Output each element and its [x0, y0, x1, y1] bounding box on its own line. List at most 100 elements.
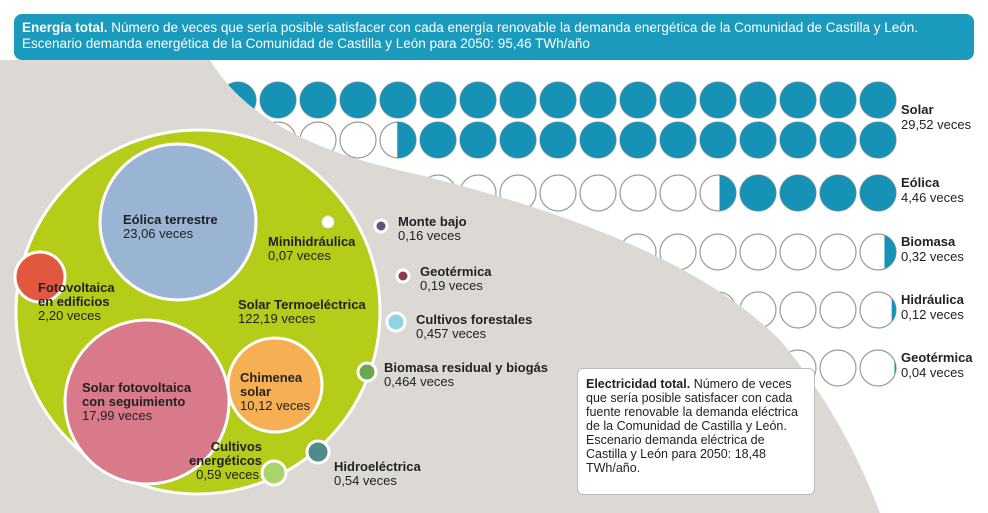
bubble-label: Biomasa residual y biogás: [384, 360, 548, 375]
pictogram-fill: [820, 122, 856, 158]
banner-text: Número de veces que sería posible satisf…: [111, 20, 919, 35]
pictogram-circle: [859, 349, 897, 387]
pictogram-fill: [500, 82, 536, 118]
pictogram-value: 29,52 veces: [901, 117, 972, 132]
bubble-label: Chimenea solar: [240, 370, 303, 399]
pictogram-fill: [780, 175, 816, 211]
pictogram-fill: [580, 82, 616, 118]
pictogram-fill: [780, 82, 816, 118]
bubble: [395, 268, 411, 284]
bubble-label: Hidroeléctrica: [334, 459, 421, 474]
pictogram-circle: [819, 291, 857, 329]
bubble: [321, 215, 335, 229]
pictogram-fill: [380, 82, 416, 118]
bubble: [385, 311, 407, 333]
pictogram-fill: [719, 175, 736, 211]
bubble-label: Fotovoltaica en edificios: [38, 280, 115, 309]
pictogram-fill: [860, 122, 896, 158]
bubble-value: 0,54 veces: [334, 473, 397, 488]
bubble-value: 122,19 veces: [238, 311, 316, 326]
pictogram-fill: [540, 122, 576, 158]
pictogram-value: 4,46 veces: [901, 190, 964, 205]
bubble-value: 0,464 veces: [384, 374, 455, 389]
pictogram-circle: [539, 174, 577, 212]
pictogram-fill: [740, 82, 776, 118]
pictogram-label: Geotérmica: [901, 350, 973, 365]
pictogram-value: 0,04 veces: [901, 365, 964, 380]
pictogram-circle: [779, 233, 817, 271]
bubble-value: 2,20 veces: [38, 308, 101, 323]
note-bold: Electricidad total.: [586, 377, 691, 391]
bubble: [305, 439, 331, 465]
bubble: [260, 459, 288, 487]
bubble-value: 0,457 veces: [416, 326, 487, 341]
bubble-label: Cultivos forestales: [416, 312, 532, 327]
pictogram-circle: [819, 349, 857, 387]
pictogram-value: 0,12 veces: [901, 307, 964, 322]
pictogram-circle: [339, 121, 377, 159]
pictogram-label: Eólica: [901, 175, 940, 190]
bubble-value: 0,59 veces: [196, 467, 259, 482]
pictogram-circle: [699, 233, 737, 271]
pictogram-fill: [740, 122, 776, 158]
bubble-value: 0,19 veces: [420, 278, 483, 293]
pictogram-fill: [860, 175, 896, 211]
pictogram-circle: [859, 291, 897, 329]
pictogram-circle: [779, 291, 817, 329]
pictogram-fill: [740, 175, 776, 211]
bubble-label: Cultivos energéticos: [189, 439, 262, 468]
pictogram-label: Biomasa: [901, 234, 956, 249]
bubble-value: 0,16 veces: [398, 228, 461, 243]
pictogram-fill: [700, 122, 736, 158]
pictogram-fill: [894, 360, 896, 376]
bubble-label: Eólica terrestre: [123, 212, 218, 227]
bubble: [13, 250, 67, 304]
pictogram-fill: [620, 82, 656, 118]
bubble: [226, 336, 324, 434]
pictogram-fill: [300, 82, 336, 118]
pictogram-fill: [397, 122, 416, 158]
pictogram-fill: [620, 122, 656, 158]
banner: Energía total. Número de veces que sería…: [14, 14, 974, 60]
bubble-label: Monte bajo: [398, 214, 467, 229]
pictogram-fill: [891, 298, 896, 322]
pictogram-label: Solar: [901, 102, 934, 117]
bubble-value: 17,99 veces: [82, 408, 153, 423]
pictogram-circle: [739, 233, 777, 271]
pictogram-circle: [659, 174, 697, 212]
bubble-label: Solar Termoeléctrica: [238, 297, 366, 312]
pictogram-fill: [580, 122, 616, 158]
pictogram-circle: [819, 233, 857, 271]
pictogram-fill: [540, 82, 576, 118]
bubble-label: Geotérmica: [420, 264, 492, 279]
banner-bold: Energía total.: [22, 20, 108, 35]
pictogram-fill: [500, 122, 536, 158]
note-text: Número de veces que sería posible satisf…: [586, 377, 798, 475]
pictogram-fill: [460, 122, 496, 158]
pictogram-fill: [780, 122, 816, 158]
note: Electricidad total. Número de veces que …: [577, 368, 815, 495]
pictogram-fill: [820, 175, 856, 211]
pictogram-fill: [660, 82, 696, 118]
pictogram-fill: [260, 82, 296, 118]
pictogram-fill: [420, 122, 456, 158]
pictogram-fill: [340, 82, 376, 118]
pictogram-fill: [860, 82, 896, 118]
pictogram-circle: [619, 174, 657, 212]
bubble-value: 10,12 veces: [240, 398, 311, 413]
bubble-value: 0,07 veces: [268, 248, 331, 263]
bubble-label: Minihidráulica: [268, 234, 356, 249]
bubble: [98, 142, 258, 302]
pictogram-fill: [700, 82, 736, 118]
bubble-label: Solar fotovoltaica con seguimiento: [82, 380, 192, 409]
pictogram-label: Hidráulica: [901, 292, 965, 307]
bubble: [63, 318, 231, 486]
banner-line2: Escenario demanda energética de la Comun…: [22, 36, 590, 51]
bubble-value: 23,06 veces: [123, 226, 194, 241]
pictogram-fill: [884, 235, 896, 269]
pictogram-fill: [660, 122, 696, 158]
pictogram-fill: [820, 82, 856, 118]
